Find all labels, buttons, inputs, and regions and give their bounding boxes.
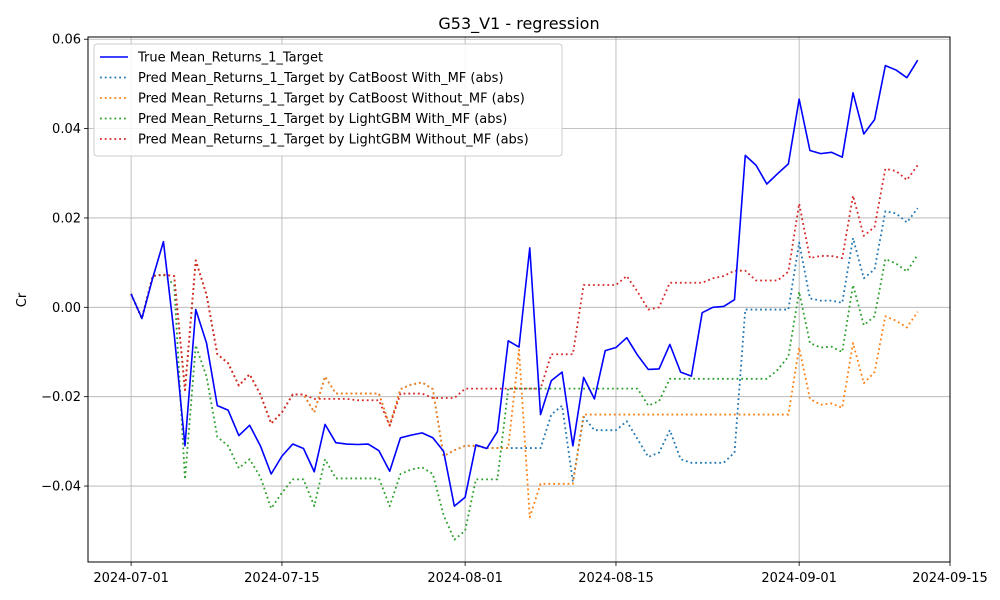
ticks: 2024-07-01 2024-07-15 2024-08-01 2024-08-15… — [41, 33, 988, 586]
chart-title: G53_V1 - regression — [438, 14, 599, 34]
legend: True Mean_Returns_1_Target Pred Mean_Retu… — [93, 43, 563, 157]
series-line-1 — [130, 59, 919, 507]
y-tick-label: 0.00 — [52, 301, 81, 316]
series-line-5 — [130, 164, 919, 427]
x-tick-label: 2024-07-15 — [244, 571, 320, 586]
series-layer — [130, 59, 919, 541]
y-tick-label: 0.02 — [52, 211, 81, 226]
series-line-4 — [130, 254, 919, 541]
legend-label-5: Pred Mean_Returns_1_Target by LightGBM W… — [138, 133, 529, 148]
y-tick-label: −0.02 — [41, 390, 81, 405]
legend-label-2: Pred Mean_Returns_1_Target by CatBoost W… — [138, 71, 504, 86]
x-tick-label: 2024-08-01 — [427, 571, 503, 586]
x-tick-label: 2024-08-15 — [578, 571, 654, 586]
plot-frame — [87, 36, 951, 563]
y-tick-label: 0.04 — [52, 122, 81, 137]
y-tick-label: −0.04 — [41, 480, 81, 495]
x-tick-label: 2024-09-01 — [761, 571, 837, 586]
legend-box — [93, 43, 563, 157]
x-tick-label: 2024-09-15 — [912, 571, 988, 586]
legend-label-1: True Mean_Returns_1_Target — [137, 51, 323, 66]
y-axis-label: Cr — [15, 292, 30, 307]
x-tick-label: 2024-07-01 — [93, 571, 169, 586]
y-tick-label: 0.06 — [52, 33, 81, 48]
legend-label-4: Pred Mean_Returns_1_Target by LightGBM W… — [138, 112, 507, 127]
legend-label-3: Pred Mean_Returns_1_Target by CatBoost W… — [138, 92, 525, 107]
